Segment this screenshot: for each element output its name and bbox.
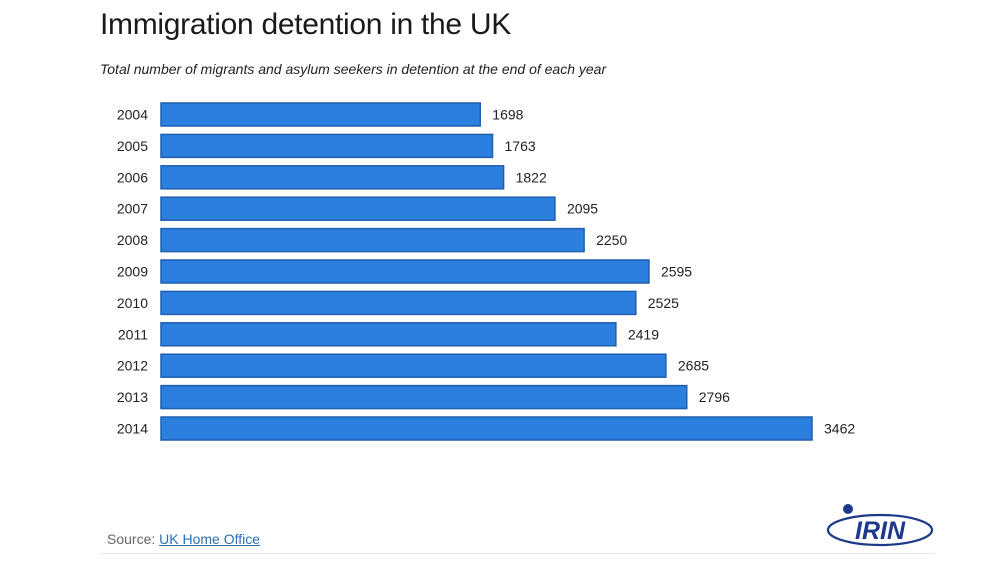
bar — [160, 416, 813, 441]
category-label: 2006 — [117, 169, 148, 185]
bar-value-label: 2685 — [678, 358, 709, 374]
bar-value-label: 1763 — [505, 138, 536, 154]
bar-value-label: 2525 — [648, 295, 679, 311]
category-label: 2004 — [117, 107, 148, 123]
category-label: 2012 — [117, 358, 148, 374]
bar-chart: 2004 1698 2005 1763 2006 1822 2007 2095 2008 2250… — [117, 102, 855, 441]
chart-title: Immigration detention in the UK — [100, 8, 511, 41]
bar-value-label: 2595 — [661, 264, 692, 280]
source-note: Source: UK Home Office — [107, 531, 260, 547]
footer-divider — [100, 553, 935, 554]
category-label: 2010 — [117, 295, 148, 311]
bar — [160, 353, 667, 378]
irin-logo: IRIN — [826, 504, 934, 547]
source-label: Source: — [107, 531, 156, 547]
bar — [160, 259, 650, 284]
bar-value-label: 2419 — [628, 326, 659, 342]
category-label: 2007 — [117, 201, 148, 217]
chart-subtitle: Total number of migrants and asylum seek… — [100, 61, 607, 77]
category-label: 2013 — [117, 389, 148, 405]
bar-value-label: 2250 — [596, 232, 627, 248]
category-label: 2009 — [117, 264, 148, 280]
logo-text: IRIN — [855, 517, 906, 545]
bar — [160, 196, 556, 221]
bar-value-label: 1822 — [516, 169, 547, 185]
bar — [160, 165, 505, 190]
category-label: 2011 — [118, 326, 148, 342]
bar-value-label: 1698 — [492, 107, 523, 123]
logo-dot — [843, 504, 853, 514]
source-link[interactable]: UK Home Office — [159, 531, 261, 547]
category-label: 2014 — [117, 421, 148, 437]
category-label: 2008 — [117, 232, 148, 248]
logo-swoosh — [826, 513, 934, 547]
category-label: 2005 — [117, 138, 148, 154]
bar — [160, 322, 617, 347]
bar — [160, 227, 585, 253]
bar — [160, 290, 637, 316]
bar — [160, 384, 688, 410]
bar — [160, 133, 494, 159]
bar-value-label: 3462 — [824, 421, 855, 437]
bar — [160, 102, 482, 127]
bar-value-label: 2796 — [699, 389, 730, 405]
bar-value-label: 2095 — [567, 201, 598, 217]
